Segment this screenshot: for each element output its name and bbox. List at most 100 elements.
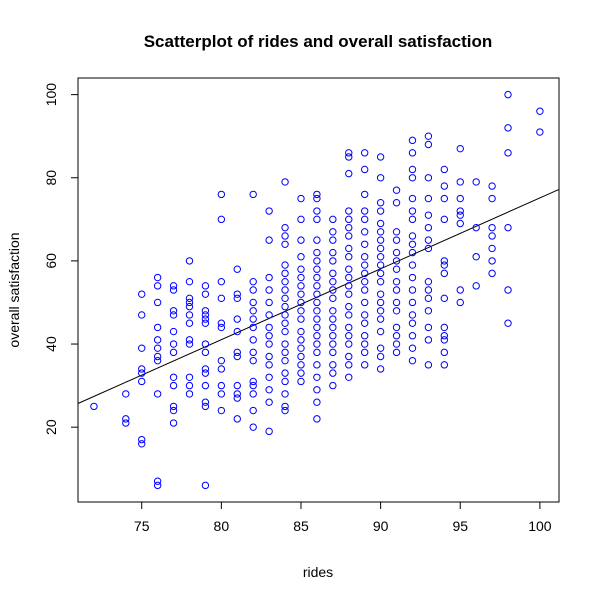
- data-point: [329, 369, 337, 377]
- plot-frame: [77, 77, 560, 503]
- data-point: [153, 352, 162, 361]
- data-point: [329, 277, 337, 286]
- data-point: [329, 236, 337, 244]
- data-point: [138, 435, 146, 444]
- data-point: [329, 286, 337, 294]
- data-point: [281, 377, 289, 386]
- data-point: [281, 319, 289, 327]
- data-point: [329, 348, 337, 357]
- data-point: [313, 207, 321, 215]
- data-point: [440, 257, 449, 265]
- data-point: [376, 352, 385, 361]
- data-point: [122, 419, 130, 427]
- data-point: [138, 377, 146, 386]
- data-point: [376, 236, 385, 244]
- data-point: [217, 277, 226, 286]
- data-point: [456, 298, 464, 307]
- data-point: [233, 294, 241, 303]
- chart-title: Scatterplot of rides and overall satisfa…: [144, 32, 493, 51]
- data-point: [345, 352, 353, 361]
- data-point: [329, 294, 337, 303]
- data-point: [313, 373, 321, 381]
- data-point: [169, 307, 178, 315]
- data-point: [440, 336, 449, 344]
- data-point: [376, 207, 385, 215]
- data-point: [201, 315, 210, 323]
- data-point: [169, 286, 178, 294]
- data-point: [408, 136, 417, 145]
- data-point: [249, 356, 257, 365]
- data-point: [456, 194, 464, 203]
- data-point: [153, 477, 162, 485]
- data-point: [265, 361, 273, 369]
- data-point: [217, 319, 226, 327]
- data-point: [313, 415, 321, 423]
- data-point: [297, 265, 305, 273]
- data-point: [153, 481, 162, 490]
- data-point: [185, 302, 194, 311]
- data-point: [281, 277, 289, 286]
- data-point: [217, 323, 226, 332]
- x-tick-label: 75: [134, 518, 150, 534]
- data-point: [408, 344, 417, 352]
- data-point: [153, 390, 162, 398]
- data-point: [153, 273, 162, 282]
- data-point: [345, 223, 353, 232]
- data-point: [345, 323, 353, 332]
- data-point: [313, 315, 321, 323]
- data-point: [345, 282, 353, 290]
- data-point: [281, 402, 289, 411]
- data-point: [249, 423, 257, 431]
- data-point: [185, 311, 194, 319]
- data-point: [313, 290, 321, 298]
- data-point: [153, 282, 162, 290]
- data-point: [185, 336, 194, 344]
- data-point: [297, 273, 305, 282]
- data-point: [360, 269, 369, 278]
- data-point: [281, 261, 289, 269]
- data-point: [376, 277, 385, 286]
- data-point: [360, 340, 369, 348]
- data-point: [360, 190, 369, 199]
- data-point: [408, 240, 417, 248]
- data-point: [185, 319, 194, 327]
- data-point: [297, 327, 305, 336]
- data-point: [408, 286, 417, 294]
- data-point: [345, 273, 353, 282]
- data-point: [249, 406, 257, 415]
- data-point: [408, 232, 417, 240]
- data-point: [169, 311, 178, 319]
- data-point: [297, 298, 305, 307]
- data-point: [472, 253, 480, 261]
- data-point: [376, 315, 385, 323]
- data-point: [201, 398, 210, 406]
- data-point: [185, 390, 194, 398]
- data-point: [392, 286, 401, 294]
- data-point: [360, 332, 369, 340]
- data-point: [376, 199, 385, 207]
- data-point: [313, 332, 321, 340]
- data-point: [217, 190, 226, 199]
- data-point: [392, 265, 401, 273]
- data-point: [233, 352, 241, 361]
- data-point: [201, 290, 210, 298]
- data-point: [360, 277, 369, 286]
- data-point: [297, 361, 305, 369]
- data-point: [265, 386, 273, 394]
- data-point: [488, 257, 496, 265]
- data-point: [440, 294, 449, 303]
- data-point: [424, 236, 433, 244]
- data-point: [313, 190, 321, 199]
- data-point: [360, 228, 369, 236]
- data-point: [376, 269, 385, 278]
- data-point: [329, 269, 337, 278]
- data-point: [345, 169, 353, 178]
- data-point: [424, 361, 433, 369]
- data-point: [424, 323, 433, 332]
- data-point: [345, 253, 353, 261]
- data-point: [408, 298, 417, 307]
- data-point: [233, 390, 241, 398]
- data-point: [376, 290, 385, 298]
- data-point: [169, 381, 178, 390]
- data-point: [408, 174, 417, 182]
